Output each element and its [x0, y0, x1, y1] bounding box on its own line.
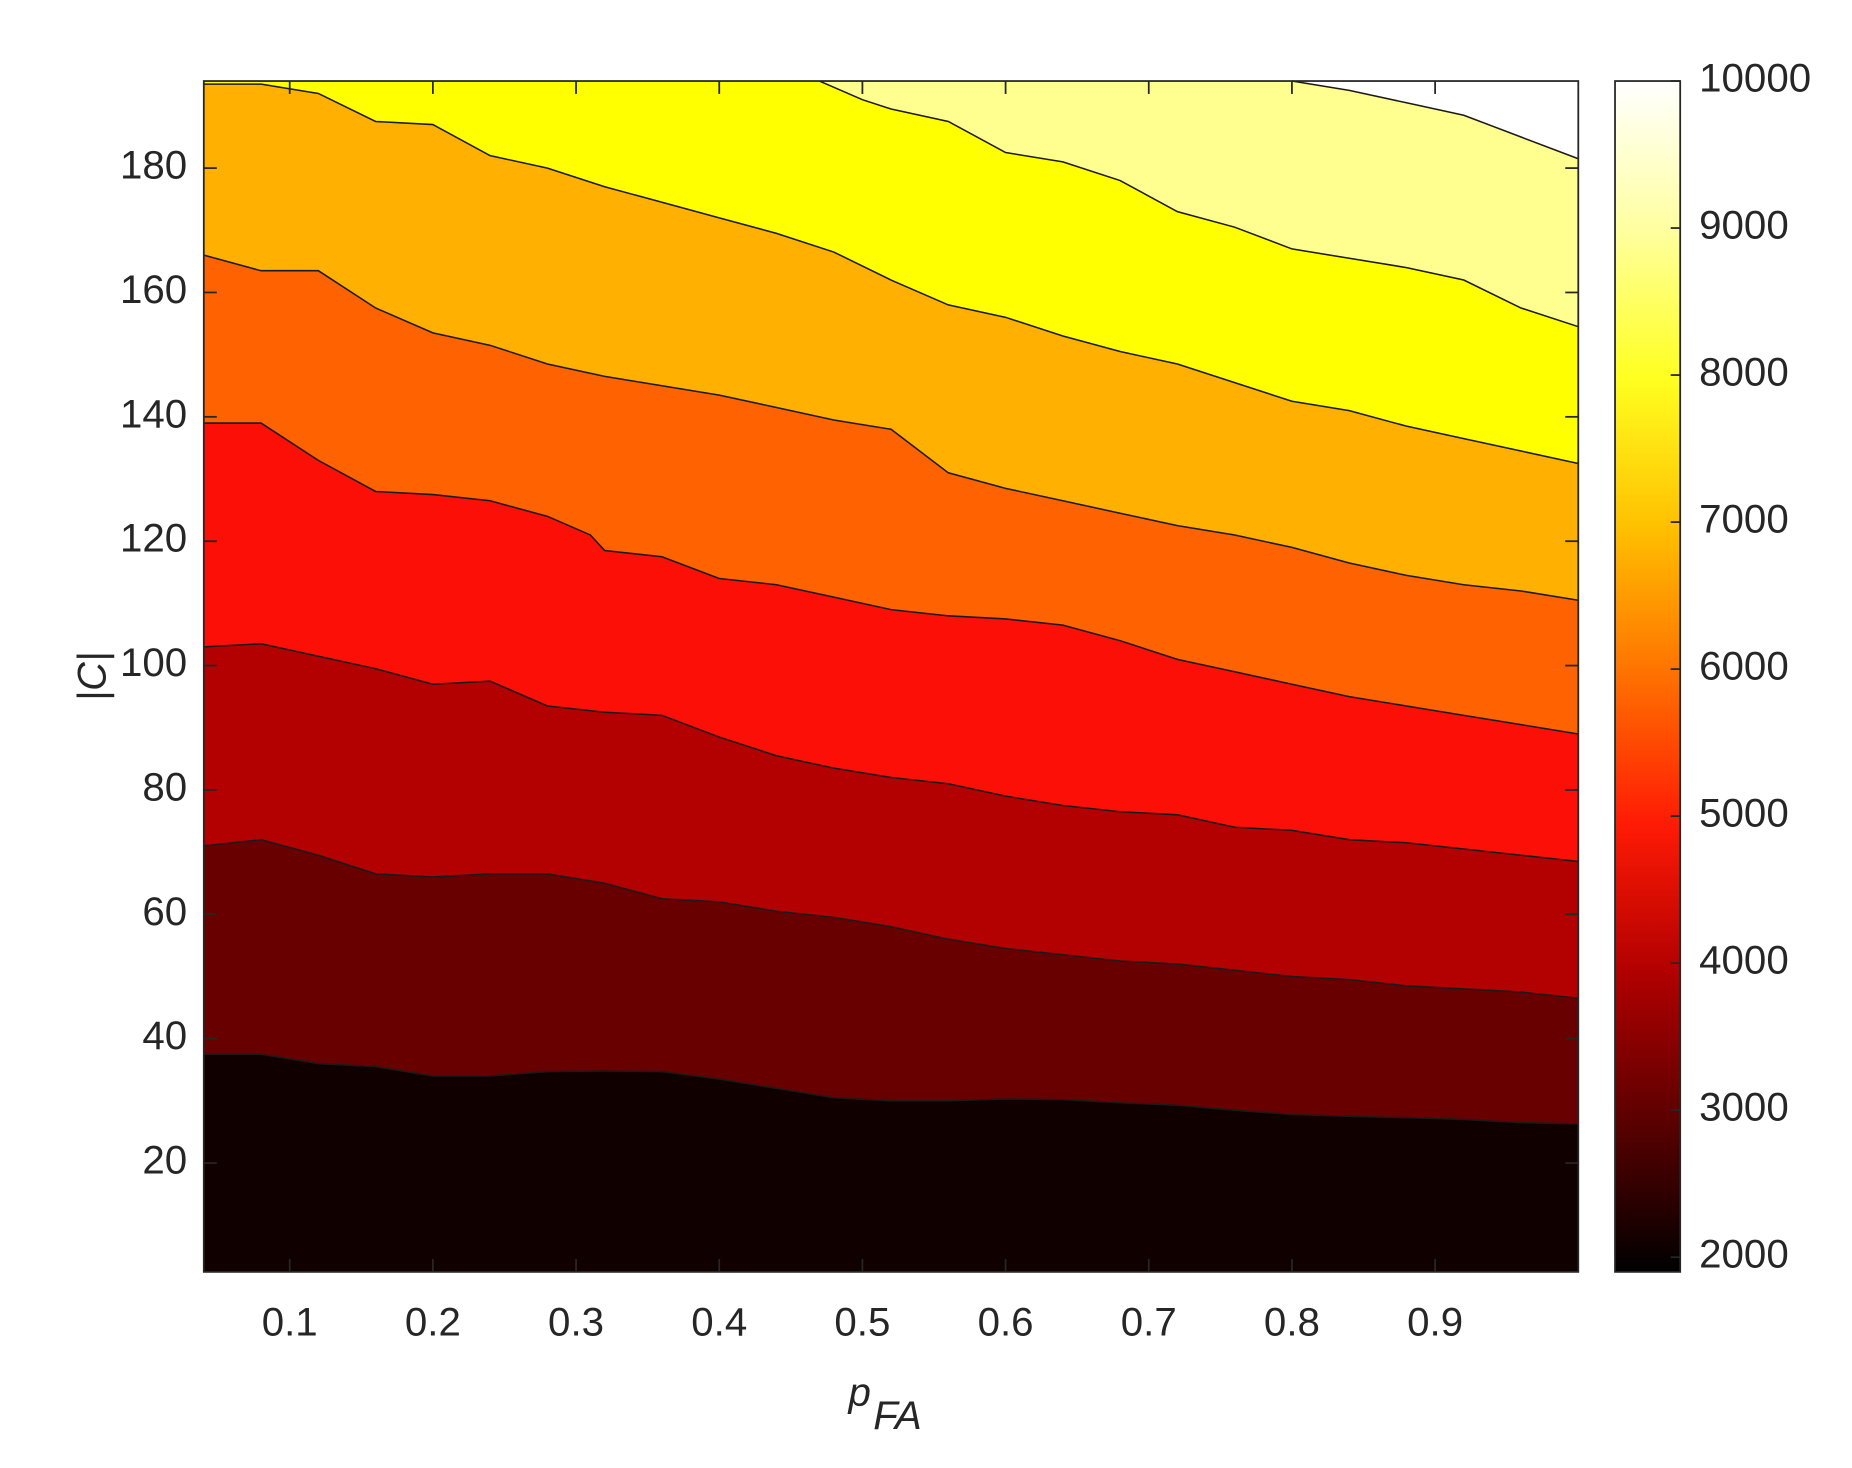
- y-tick-label: 120: [120, 517, 187, 561]
- plot-area: [203, 80, 1579, 1273]
- y-tick-label: 180: [120, 144, 187, 188]
- y-tick-label: 140: [120, 393, 187, 437]
- x-tick-label: 0.4: [691, 1300, 747, 1344]
- contour-line: [203, 422, 1579, 735]
- x-tick-label: 0.5: [834, 1300, 890, 1344]
- contour-line: [1291, 80, 1579, 160]
- contour-line: [203, 838, 1579, 1000]
- x-tick-label: 0.3: [548, 1300, 604, 1344]
- colorbar-tick-label: 3000: [1699, 1086, 1789, 1130]
- colorbar-tick-label: 6000: [1699, 645, 1789, 689]
- colorbar-tick-label: 7000: [1699, 498, 1789, 542]
- y-tick-label: 100: [120, 641, 187, 685]
- x-axis-label: p: [847, 1371, 870, 1415]
- x-tick-label: 0.9: [1407, 1300, 1463, 1344]
- axes-frame: [202, 80, 1580, 1273]
- contour-line: [819, 80, 1579, 328]
- contour-line: [203, 643, 1579, 863]
- y-tick-label: 160: [120, 268, 187, 312]
- colorbar-tick-label: 8000: [1699, 351, 1789, 395]
- y-tick-label: 80: [142, 766, 187, 810]
- x-tick-label: 0.2: [405, 1300, 461, 1344]
- x-tick-label: 0.7: [1121, 1300, 1177, 1344]
- contour-line: [203, 1053, 1579, 1125]
- colorbar-tick-label: 10000: [1699, 57, 1811, 101]
- axes: 0.1 0.2 0.3 0.4 0.5 0.6 0.7 0.8 0.9 20 40 60 80 100 12…: [120, 57, 1811, 1344]
- y-tick-label: 40: [142, 1014, 187, 1058]
- colorbar-tick-label: 4000: [1699, 939, 1789, 983]
- x-tick-label: 0.1: [262, 1300, 318, 1344]
- colorbar-tick-label: 5000: [1699, 792, 1789, 836]
- x-tick-label: 0.6: [978, 1300, 1034, 1344]
- y-tick-label: 20: [142, 1139, 187, 1183]
- colorbar-tick-label: 2000: [1699, 1233, 1789, 1277]
- y-tick-label: 60: [142, 890, 187, 934]
- x-axis-label-subscript: FA: [873, 1394, 921, 1438]
- colorbar: [1614, 80, 1682, 1273]
- contour-line: [203, 254, 1579, 602]
- colorbar-tick-label: 9000: [1699, 204, 1789, 248]
- x-tick-label: 0.8: [1264, 1300, 1320, 1344]
- y-axis-label: |C|: [70, 652, 114, 702]
- contour-line: [203, 83, 1579, 465]
